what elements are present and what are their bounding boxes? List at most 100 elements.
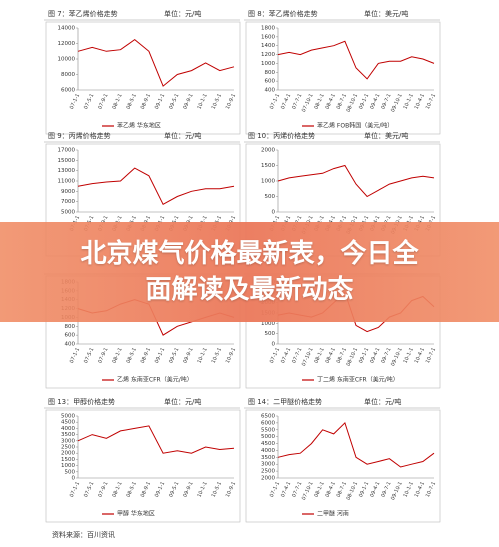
y-tick-label: 1600 (261, 34, 275, 40)
chart-title: 图 7：苯乙烯价格走势 (48, 9, 118, 18)
series-line (77, 425, 235, 454)
banner-title: 北京煤气价格最新表，今日全面解读及最新动态 (80, 239, 419, 305)
y-tick-label: 9000 (61, 189, 75, 195)
source: 资料来源：百川资讯 (52, 530, 115, 539)
y-tick-label: 1000 (261, 321, 275, 327)
y-tick-label: 1500 (261, 163, 275, 169)
x-tick-label: 10-1-1 (196, 347, 208, 364)
unit-label: 单位：美元/吨 (364, 9, 408, 18)
x-tick-label: 10-1-1 (196, 481, 208, 498)
unit-label: 单位：元/吨 (364, 397, 401, 406)
y-tick-label: 2000 (261, 148, 275, 154)
series-line (277, 164, 435, 198)
y-tick-label: 11000 (58, 179, 76, 185)
x-tick-label: 08-5-1 (126, 347, 138, 364)
x-tick-label: 10-9-1 (225, 347, 237, 364)
plot-frame (45, 21, 241, 135)
x-tick-label: 08-5-1 (126, 481, 138, 498)
y-tick-label: 4000 (61, 426, 75, 432)
x-tick-label: 10-9-1 (225, 481, 237, 498)
y-tick-label: 5000 (61, 414, 75, 420)
unit-label: 单位：元/吨 (164, 131, 201, 140)
y-tick-label: 500 (65, 469, 76, 475)
x-tick-label: 07-9-1 (97, 347, 109, 364)
x-tick-label: 10-7-1 (425, 347, 437, 364)
y-tick-label: 1200 (261, 52, 275, 58)
chart-title: 图 13：甲醇价格走势 (48, 397, 115, 406)
y-tick-label: 4500 (61, 420, 75, 426)
y-tick-label: 3000 (261, 462, 275, 468)
x-tick-label: 09-5-1 (168, 347, 180, 364)
y-tick-label: 2000 (61, 451, 75, 457)
y-tick-label: 17000 (58, 148, 76, 154)
y-tick-label: 7000 (61, 199, 75, 205)
x-tick-label: 07-9-1 (97, 93, 109, 110)
x-tick-label: 07-9-1 (97, 481, 109, 498)
y-tick-label: 3500 (61, 432, 75, 438)
x-tick-label: 08-5-1 (126, 93, 138, 110)
x-tick-label: 07-5-1 (83, 347, 95, 364)
y-tick-label: 1000 (261, 61, 275, 67)
y-tick-label: 8000 (61, 72, 75, 78)
x-tick-label: 10-7-1 (425, 481, 437, 498)
y-tick-label: 15000 (58, 158, 76, 164)
y-tick-label: 3000 (61, 438, 75, 444)
y-tick-label: 6500 (261, 414, 275, 420)
y-tick-label: 500 (265, 194, 276, 200)
plot-frame (245, 409, 441, 523)
chart-title: 图 14：二甲醚价格走势 (248, 397, 322, 406)
y-tick-label: 12000 (58, 41, 76, 47)
x-tick-label: 09-9-1 (182, 93, 194, 110)
legend-label: 苯乙烯 华东地区 (117, 122, 161, 130)
x-tick-label: 09-9-1 (182, 481, 194, 498)
series-line (277, 40, 435, 80)
x-tick-label: 10-5-1 (211, 481, 223, 498)
x-tick-label: 10-9-1 (225, 93, 237, 110)
banner: 北京煤气价格最新表，今日全面解读及最新动态 (0, 222, 499, 322)
y-tick-label: 1500 (61, 457, 75, 463)
y-tick-label: 6000 (61, 88, 75, 94)
x-tick-label: 10-1-1 (196, 93, 208, 110)
y-tick-label: 6000 (261, 420, 275, 426)
legend-label: 丁二烯 东南亚CFR（美元/吨） (317, 376, 399, 384)
y-tick-label: 4000 (261, 448, 275, 454)
y-tick-label: 5000 (61, 210, 75, 216)
y-tick-label: 4500 (261, 441, 275, 447)
x-tick-label: 08-1-1 (111, 481, 123, 498)
x-tick-label: 07-1-1 (69, 347, 81, 364)
y-tick-label: 400 (265, 88, 276, 94)
unit-label: 单位：元/吨 (164, 397, 201, 406)
x-tick-label: 09-1-1 (154, 93, 166, 110)
unit-label: 单位：元/吨 (164, 9, 201, 18)
y-tick-label: 800 (265, 70, 276, 76)
y-tick-label: 5000 (261, 434, 275, 440)
series-line (77, 167, 235, 205)
y-tick-label: 1800 (261, 26, 275, 32)
x-tick-label: 09-1-1 (154, 347, 166, 364)
series-line (277, 421, 435, 468)
y-tick-label: 2500 (261, 469, 275, 475)
legend-label: 苯乙烯 FOB韩国（美元/吨） (317, 122, 393, 130)
y-tick-label: 14000 (58, 26, 76, 32)
x-tick-label: 09-5-1 (168, 93, 180, 110)
x-tick-label: 07-1-1 (69, 481, 81, 498)
x-tick-label: 10-5-1 (211, 93, 223, 110)
y-tick-label: 13000 (58, 168, 76, 174)
x-tick-label: 09-1-1 (154, 481, 166, 498)
legend-label: 乙烯 东南亚CFR（美元/吨） (117, 376, 193, 384)
x-tick-label: 10-7-1 (425, 93, 437, 110)
x-tick-label: 08-9-1 (140, 481, 152, 498)
y-tick-label: 10000 (58, 57, 76, 63)
y-tick-label: 0 (272, 342, 276, 348)
x-tick-label: 09-5-1 (168, 481, 180, 498)
chart-title: 图 10：丙烯价格走势 (248, 131, 315, 140)
x-tick-label: 10-5-1 (211, 347, 223, 364)
legend-label: 二甲醚 河南 (317, 510, 349, 518)
chart-title: 图 9：丙烯价格走势 (48, 131, 111, 140)
x-tick-label: 09-9-1 (182, 347, 194, 364)
y-tick-label: 800 (65, 324, 76, 330)
y-tick-label: 5500 (261, 427, 275, 433)
series-line (77, 38, 235, 87)
y-tick-label: 600 (65, 333, 76, 339)
y-tick-label: 400 (65, 342, 76, 348)
